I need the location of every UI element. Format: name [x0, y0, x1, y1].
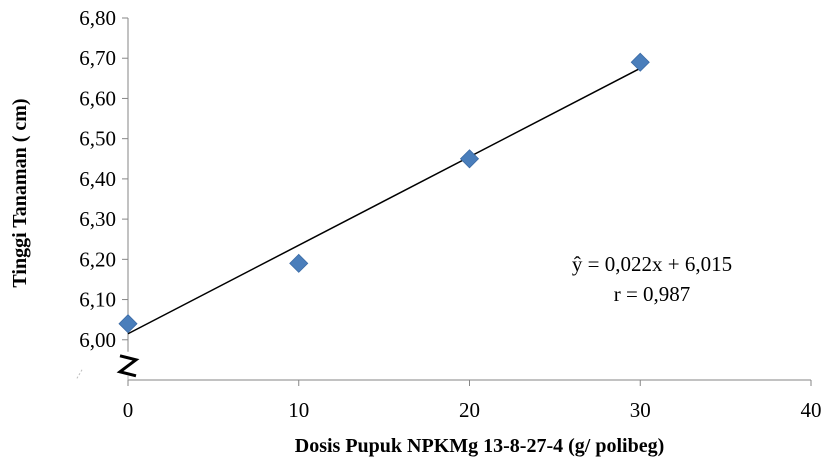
regression-equation: ŷ = 0,022x + 6,015 [572, 252, 732, 276]
y-tick-label: 6,40 [79, 167, 116, 191]
y-tick-label: 6,10 [79, 288, 116, 312]
labels-layer: 6,00 6,10 6,20 6,30 6,40 6,50 6,60 6,70 6,80 0 10 2… [9, 6, 822, 457]
x-tick-label: 30 [630, 398, 651, 422]
y-tick-label: 6,50 [79, 127, 116, 151]
data-point [289, 253, 309, 273]
y-tick-label: 6,80 [79, 6, 116, 30]
trendline [127, 67, 641, 335]
y-axis-title: Tinggi Tanaman ( cm) [9, 98, 31, 287]
y-tick-label: 6,20 [79, 247, 116, 271]
data-point [459, 149, 480, 169]
trendline-layer [127, 67, 641, 335]
x-axis-title: Dosis Pupuk NPKMg 13-8-27-4 (g/ polibeg) [295, 435, 664, 457]
y-tick-label: 6,30 [79, 207, 116, 231]
data-point [118, 314, 138, 334]
y-tick-label: 6,70 [79, 46, 116, 70]
x-tick-label: 10 [288, 398, 309, 422]
data-point [630, 52, 650, 72]
x-tick-label: 20 [459, 398, 480, 422]
axis-break-symbol [116, 354, 140, 378]
y-tick-label: 6,60 [79, 86, 116, 110]
x-tick-label: 0 [123, 398, 134, 422]
points-layer [118, 52, 650, 334]
x-tick-label: 40 [801, 398, 822, 422]
correlation-coefficient: r = 0,987 [614, 282, 691, 306]
axes-layer [75, 17, 812, 386]
y-tick-label: 6,00 [79, 328, 116, 352]
axis-break-guide [75, 369, 83, 381]
